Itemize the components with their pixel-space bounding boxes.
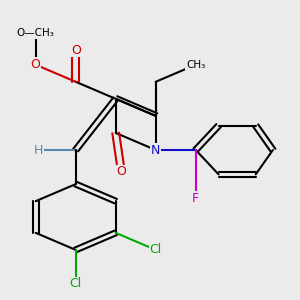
Text: Cl: Cl <box>70 278 82 290</box>
Text: F: F <box>192 192 199 205</box>
Text: O—CH₃: O—CH₃ <box>17 28 55 38</box>
Text: CH₃: CH₃ <box>186 60 206 70</box>
Text: Cl: Cl <box>150 243 162 256</box>
Text: H: H <box>34 143 43 157</box>
Text: O: O <box>31 58 40 71</box>
Text: O: O <box>71 44 81 57</box>
Text: O: O <box>116 165 126 178</box>
Text: N: N <box>151 143 160 157</box>
